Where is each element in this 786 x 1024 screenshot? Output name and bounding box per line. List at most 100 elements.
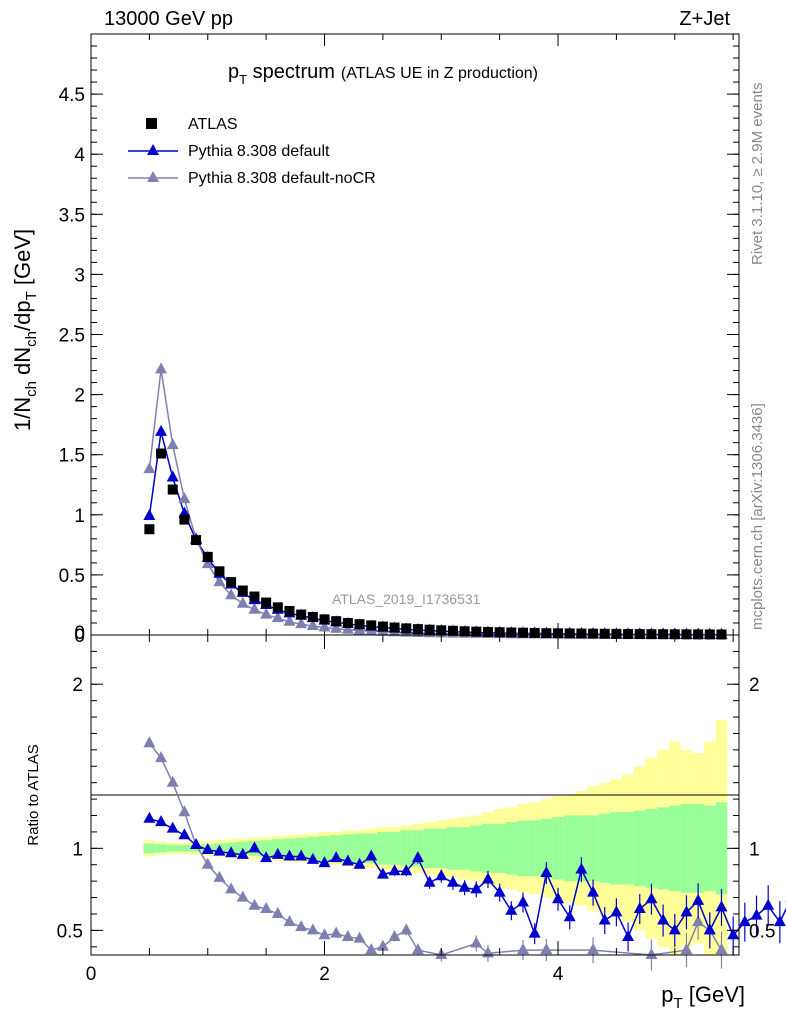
mc-data-point: [201, 557, 214, 569]
main-y-tick-label: 4: [74, 145, 85, 166]
ratio-data-point: [680, 943, 693, 955]
green-band-bin: [622, 812, 634, 885]
green-band-bin: [295, 837, 307, 859]
atlas-data-point: [354, 619, 365, 630]
ratio-y-tick-label: 2: [72, 675, 83, 696]
green-band-bin: [318, 836, 331, 861]
ratio-data-point: [213, 844, 226, 856]
ratio-series-layer: [143, 736, 786, 971]
atlas-data-point: [296, 609, 307, 620]
ratio-data-point: [657, 913, 670, 925]
mc-data-point: [248, 602, 261, 614]
ratio-data-point: [435, 869, 448, 881]
atlas-data-point: [506, 627, 517, 638]
ratio-data-point: [155, 751, 168, 763]
green-band-bin: [178, 845, 191, 852]
mc-data-point: [236, 596, 249, 608]
ratio-data-point: [645, 892, 658, 904]
atlas-data-point: [342, 617, 353, 628]
green-band-bin: [365, 833, 378, 864]
ratio-data-point: [727, 928, 740, 940]
ratio-data-point: [610, 905, 623, 917]
mc-data-point: [271, 611, 284, 623]
ratio-data-point: [633, 902, 646, 914]
main-y-tick-label: 2: [74, 386, 85, 407]
ratio-data-point: [318, 928, 331, 940]
atlas-data-point: [284, 605, 295, 616]
ratio-data-point: [400, 864, 413, 876]
ratio-data-point: [295, 849, 308, 861]
ratio-data-point: [260, 902, 273, 914]
ratio-data-point: [645, 948, 658, 959]
ratio-data-point: [330, 926, 343, 938]
main-y-tick-label: 3.5: [59, 205, 85, 226]
main-y-tick-label-zero: 0: [74, 623, 85, 644]
ratio-data-point: [470, 882, 483, 894]
ratio-data-point: [563, 910, 576, 922]
atlas-data-point: [447, 625, 458, 636]
atlas-data-point: [529, 627, 540, 638]
mc-data-point: [143, 462, 156, 474]
mc-data-point: [318, 620, 331, 632]
atlas-data-point: [588, 628, 599, 639]
atlas-data-point: [646, 629, 657, 640]
atlas-data-point: [611, 628, 622, 639]
ratio-data-point: [400, 923, 413, 935]
ratio-data-point: [143, 811, 156, 823]
ratio-data-point: [528, 926, 541, 938]
main-x-ticks: 0: [74, 34, 734, 644]
atlas-data-point: [424, 624, 435, 635]
green-band-bin: [143, 843, 156, 854]
ratio-data-point: [190, 838, 203, 850]
mc-data-point: [213, 575, 226, 587]
mc-data-point: [295, 617, 308, 629]
green-band-bin: [470, 825, 483, 872]
ratio-data-point: [178, 805, 191, 817]
ratio-data-point: [225, 846, 238, 858]
ratio-data-point: [143, 736, 156, 748]
ratio-data-point: [540, 865, 553, 877]
green-band-bin: [645, 808, 658, 888]
ratio-data-point: [166, 821, 179, 833]
ratio-data-point: [341, 854, 354, 866]
green-band-bin: [668, 805, 681, 891]
green-band-bin: [482, 823, 494, 873]
atlas-data-point: [179, 514, 190, 525]
green-band-bin: [703, 805, 716, 891]
ratio-data-point: [575, 862, 588, 874]
ratio-uncertainty-bands: [143, 720, 728, 955]
mc-data-point: [166, 438, 179, 450]
green-band-bin: [307, 836, 319, 860]
ratio-data-point: [236, 847, 249, 859]
green-band-bin: [575, 815, 588, 882]
atlas-data-point: [494, 627, 505, 638]
atlas-data-point: [471, 626, 482, 637]
x-tick-label: 2: [319, 964, 330, 985]
ratio-y-axis: 0.5 0.5 1 1 2 2: [57, 650, 775, 948]
ratio-data-point: [540, 943, 553, 955]
ratio-y-tick-label-right: 2: [749, 675, 760, 696]
mcplots-label: mcplots.cern.ch [arXiv:1306.3436]: [749, 403, 766, 630]
ratio-data-point: [166, 775, 179, 787]
ratio-data-point: [587, 885, 600, 897]
legend-marker-nocr: [147, 171, 159, 182]
chart-title: pT spectrum (ATLAS UE in Z production): [228, 61, 538, 87]
atlas-data-point: [599, 628, 610, 639]
header-process-label: Z+Jet: [679, 8, 730, 30]
green-band-bin: [155, 844, 167, 853]
green-band-bin: [342, 834, 354, 863]
legend-label-atlas: ATLAS: [188, 116, 238, 133]
green-band-bin: [587, 815, 599, 882]
ratio-y-axis-label: Ratio to ATLAS: [25, 744, 42, 845]
main-y-tick-label: 1.5: [59, 446, 85, 467]
atlas-data-point: [436, 625, 447, 636]
green-band-bin: [388, 831, 401, 865]
atlas-data-point: [482, 626, 493, 637]
green-band-bin: [423, 828, 436, 869]
ratio-data-point: [283, 915, 296, 927]
atlas-data-point: [541, 628, 552, 639]
ratio-data-point: [762, 898, 775, 910]
ratio-data-point: [353, 931, 366, 943]
ratio-data-point: [773, 915, 786, 927]
ratio-data-point: [668, 923, 681, 935]
